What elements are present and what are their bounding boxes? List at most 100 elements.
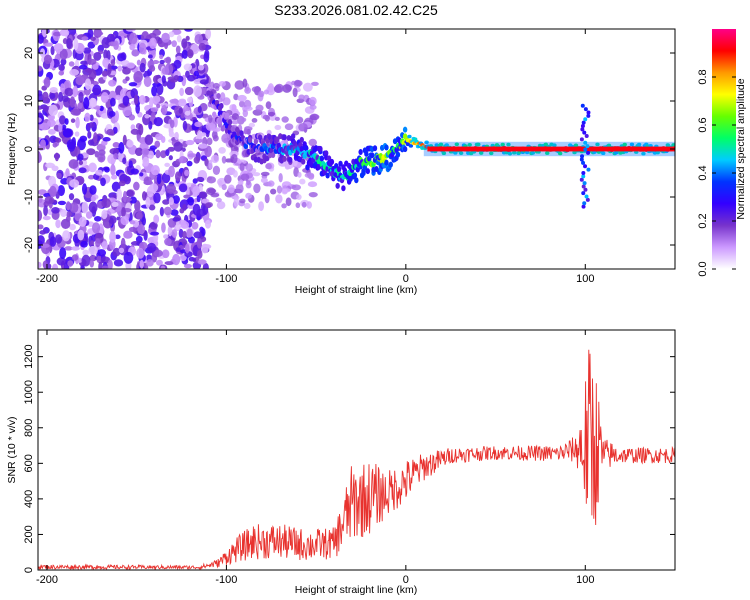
- heatmap-cell: [42, 215, 51, 221]
- heatmap-ridge-cell: [364, 150, 369, 157]
- heatmap-cell: [55, 219, 61, 229]
- heatmap-artifact-cell: [581, 120, 586, 125]
- heatmap-cell: [160, 136, 166, 143]
- heatmap-cell: [234, 80, 245, 90]
- heatmap-ridge-cell: [489, 151, 494, 156]
- colorbar: 0.0 0.2 0.4 0.6 0.8 Normalized spectral ampl…: [697, 29, 747, 277]
- heatmap-cell: [38, 65, 43, 72]
- heatmap-cell: [264, 193, 270, 204]
- heatmap-artifact-cell: [582, 201, 587, 206]
- heatmap-cell: [281, 203, 287, 209]
- heatmap-ridge-cell: [441, 151, 447, 155]
- heatmap-cell: [294, 80, 303, 87]
- heatmap-cell: [148, 65, 156, 72]
- heatmap-cell: [118, 141, 125, 154]
- heatmap-cell: [118, 180, 126, 187]
- heatmap-cell: [172, 253, 181, 266]
- heatmap-cell: [102, 57, 110, 68]
- colorbar-tick-label: 0.8: [697, 69, 709, 84]
- heatmap-cell: [129, 32, 138, 45]
- heatmap-cell: [88, 162, 97, 173]
- y-tick-label: -10: [23, 189, 35, 205]
- heatmap-cell: [178, 99, 187, 107]
- heatmap-cell: [113, 153, 119, 160]
- heatmap-cell: [71, 246, 80, 251]
- heatmap-cell: [240, 173, 250, 181]
- heatmap-cell: [40, 243, 50, 248]
- heatmap-cell: [86, 148, 96, 156]
- heatmap-cell: [93, 51, 102, 61]
- heatmap-cell: [65, 215, 71, 223]
- heatmap-cell: [156, 103, 161, 109]
- heatmap-cell: [112, 142, 120, 148]
- heatmap-cell: [151, 111, 156, 118]
- heatmap-cell: [201, 243, 209, 254]
- heatmap-cell: [108, 215, 117, 225]
- x-tick-label: -100: [215, 273, 237, 285]
- heatmap-ridge-cell: [325, 172, 330, 179]
- heatmap-cell: [186, 228, 193, 238]
- spectrogram-x-axis: -200 -100 0 100: [36, 29, 594, 285]
- heatmap-ridge-cell: [641, 151, 646, 156]
- heatmap-cell: [197, 64, 205, 71]
- heatmap-ridge-cell: [282, 155, 287, 162]
- heatmap-cell: [68, 193, 75, 201]
- heatmap-cell: [70, 108, 81, 116]
- heatmap-cell: [205, 29, 212, 40]
- heatmap-cell: [38, 261, 42, 268]
- heatmap-cell: [298, 94, 305, 100]
- heatmap-cell: [78, 167, 87, 174]
- heatmap-cell: [301, 201, 307, 208]
- heatmap-cell: [78, 160, 84, 166]
- heatmap-cell: [82, 47, 92, 54]
- heatmap-cell: [66, 37, 73, 49]
- heatmap-cell: [146, 259, 154, 267]
- heatmap-cell: [173, 59, 182, 69]
- heatmap-cell: [69, 202, 79, 213]
- heatmap-cell: [231, 153, 238, 164]
- snr-x-axis: -200 -100 0 100: [36, 330, 594, 586]
- heatmap-cell: [260, 171, 270, 177]
- heatmap-ridge-cell: [543, 142, 549, 147]
- heatmap-cell: [159, 206, 165, 217]
- heatmap-cell: [141, 216, 146, 226]
- heatmap-cell: [212, 165, 221, 175]
- heatmap-artifact-cell: [586, 110, 591, 115]
- heatmap-cell: [304, 172, 315, 179]
- heatmap-cell: [184, 243, 190, 254]
- heatmap-cell: [193, 85, 202, 97]
- heatmap-cell: [237, 94, 247, 102]
- heatmap-cell: [60, 209, 68, 217]
- heatmap-cell: [150, 231, 160, 236]
- heatmap-cell: [299, 178, 306, 185]
- heatmap-cell: [212, 82, 220, 89]
- heatmap-cell: [95, 169, 103, 176]
- heatmap-cell: [193, 138, 204, 143]
- heatmap-cell: [184, 86, 194, 96]
- heatmap-cell: [134, 147, 144, 157]
- heatmap-artifact-cell: [582, 181, 587, 186]
- heatmap-cell: [295, 202, 301, 209]
- heatmap-cell: [193, 156, 200, 164]
- heatmap-cell: [167, 225, 173, 237]
- heatmap-artifact-cell: [583, 147, 588, 152]
- heatmap-cell: [89, 114, 94, 121]
- heatmap-cell: [278, 172, 283, 183]
- heatmap-cell: [308, 96, 317, 106]
- colorbar-tick-label: 0.2: [697, 213, 709, 228]
- heatmap-cell: [101, 209, 108, 220]
- heatmap-cell: [184, 29, 193, 32]
- heatmap-cell: [92, 87, 101, 94]
- heatmap-artifact-cell: [584, 194, 589, 199]
- heatmap-cell: [75, 116, 80, 129]
- heatmap-cell: [171, 228, 178, 238]
- heatmap-cell: [109, 148, 120, 155]
- heatmap-ridge-cell: [479, 151, 484, 155]
- heatmap-artifact-cell: [579, 137, 584, 142]
- heatmap-cell: [184, 169, 190, 177]
- heatmap-cell: [51, 165, 59, 172]
- heatmap-cell: [179, 87, 184, 97]
- heatmap-ridge-cell: [476, 142, 481, 147]
- x-tick-label: 100: [576, 574, 594, 586]
